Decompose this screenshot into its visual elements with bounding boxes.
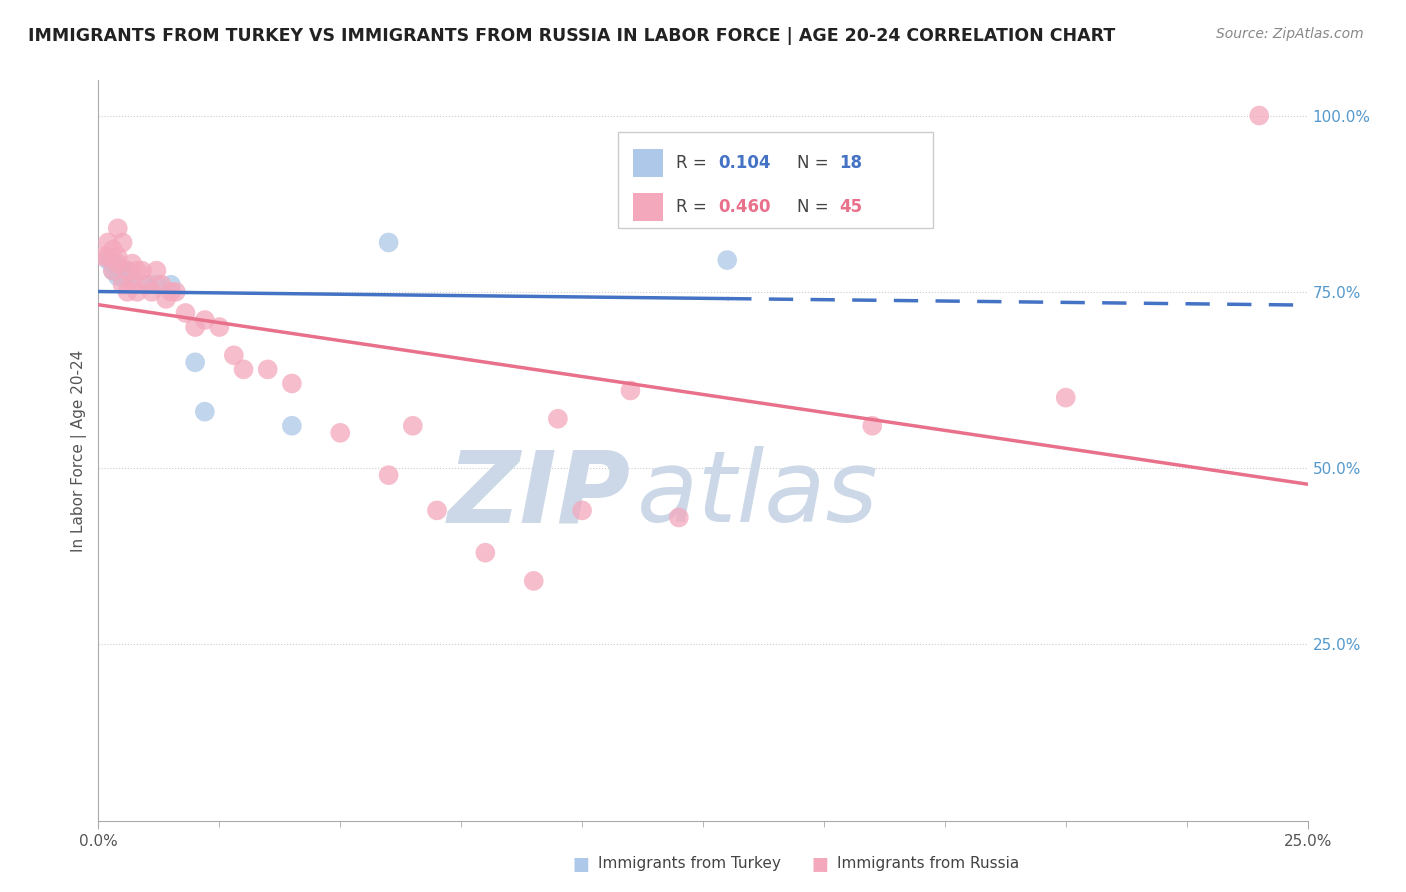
- Text: Immigrants from Russia: Immigrants from Russia: [837, 856, 1019, 871]
- Point: [426, 503, 449, 517]
- Point: [547, 411, 569, 425]
- Point: [127, 285, 149, 299]
- Point: [402, 418, 425, 433]
- Text: R =: R =: [676, 198, 713, 216]
- Point: [111, 235, 134, 250]
- Point: [117, 263, 139, 277]
- Point: [194, 313, 217, 327]
- Point: [716, 253, 738, 268]
- Point: [107, 221, 129, 235]
- Text: R =: R =: [676, 154, 713, 172]
- Point: [145, 277, 167, 292]
- Point: [135, 277, 157, 292]
- Point: [165, 285, 187, 299]
- Point: [155, 292, 177, 306]
- Point: [281, 376, 304, 391]
- Point: [160, 285, 183, 299]
- Text: N =: N =: [797, 198, 834, 216]
- Point: [208, 320, 231, 334]
- Point: [174, 306, 197, 320]
- Point: [117, 263, 139, 277]
- Text: ZIP: ZIP: [447, 446, 630, 543]
- FancyBboxPatch shape: [619, 132, 932, 228]
- Point: [107, 257, 129, 271]
- Point: [135, 277, 157, 292]
- Point: [571, 503, 593, 517]
- Text: 0.104: 0.104: [718, 154, 772, 172]
- Point: [860, 418, 883, 433]
- Point: [107, 250, 129, 264]
- Point: [668, 510, 690, 524]
- Text: Source: ZipAtlas.com: Source: ZipAtlas.com: [1216, 27, 1364, 41]
- Point: [523, 574, 546, 588]
- Point: [97, 250, 120, 264]
- Text: 18: 18: [839, 154, 863, 172]
- Point: [194, 405, 217, 419]
- Point: [111, 277, 134, 292]
- Text: ▪: ▪: [811, 849, 830, 878]
- Point: [107, 269, 129, 284]
- Point: [141, 285, 163, 299]
- Point: [222, 348, 245, 362]
- Point: [145, 263, 167, 277]
- Point: [121, 257, 143, 271]
- Text: atlas: atlas: [637, 446, 879, 543]
- Point: [101, 263, 124, 277]
- Y-axis label: In Labor Force | Age 20-24: In Labor Force | Age 20-24: [72, 350, 87, 551]
- Point: [107, 260, 129, 274]
- Point: [101, 257, 124, 271]
- Point: [329, 425, 352, 440]
- Point: [377, 235, 399, 250]
- Point: [117, 267, 139, 281]
- Point: [1054, 391, 1077, 405]
- Point: [1249, 109, 1271, 123]
- Point: [91, 250, 114, 264]
- FancyBboxPatch shape: [633, 193, 664, 221]
- Point: [474, 546, 496, 560]
- Point: [184, 355, 207, 369]
- Point: [160, 277, 183, 292]
- Text: N =: N =: [797, 154, 834, 172]
- Point: [111, 270, 134, 285]
- Point: [101, 263, 124, 277]
- Point: [184, 320, 207, 334]
- Point: [121, 277, 143, 292]
- Text: ▪: ▪: [572, 849, 591, 878]
- Point: [256, 362, 278, 376]
- Text: IMMIGRANTS FROM TURKEY VS IMMIGRANTS FROM RUSSIA IN LABOR FORCE | AGE 20-24 CORR: IMMIGRANTS FROM TURKEY VS IMMIGRANTS FRO…: [28, 27, 1115, 45]
- Point: [619, 384, 641, 398]
- FancyBboxPatch shape: [633, 149, 664, 177]
- Point: [232, 362, 254, 376]
- Point: [97, 253, 120, 268]
- Text: 45: 45: [839, 198, 863, 216]
- Point: [281, 418, 304, 433]
- Point: [111, 265, 134, 279]
- Text: Immigrants from Turkey: Immigrants from Turkey: [598, 856, 780, 871]
- Point: [127, 263, 149, 277]
- Point: [150, 277, 173, 292]
- Point: [121, 270, 143, 285]
- Point: [377, 468, 399, 483]
- Point: [101, 243, 124, 257]
- Point: [117, 285, 139, 299]
- Point: [131, 263, 153, 277]
- Text: 0.460: 0.460: [718, 198, 772, 216]
- Point: [97, 235, 120, 250]
